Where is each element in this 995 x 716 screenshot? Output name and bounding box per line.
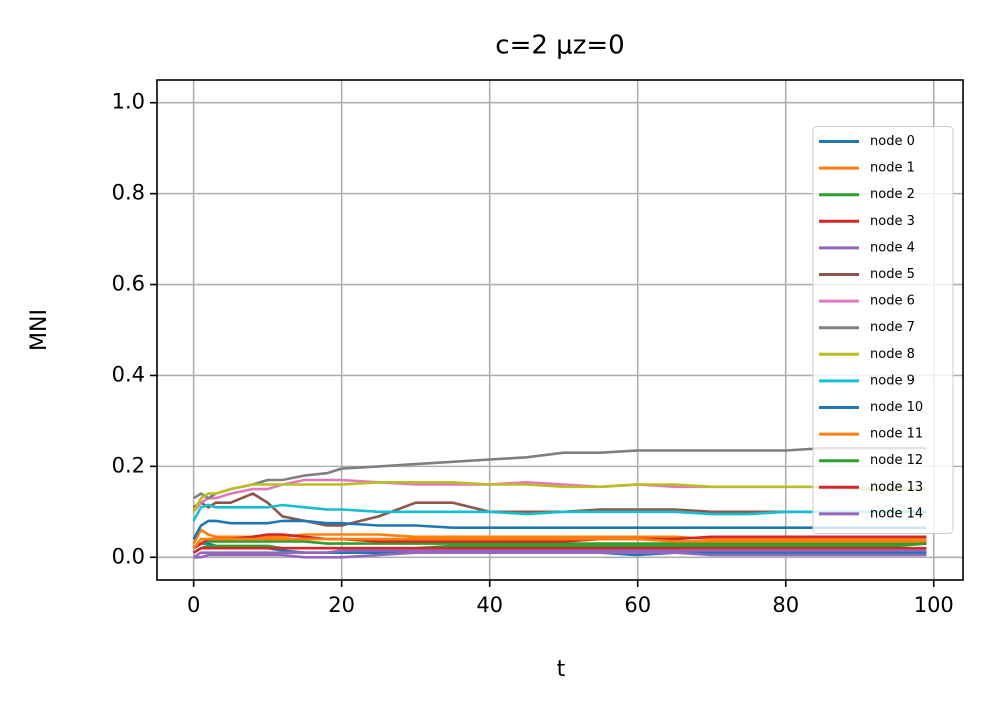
legend-label: node 12	[870, 453, 923, 468]
legend-box	[812, 126, 954, 534]
line-series	[192, 546, 927, 554]
legend-label: node 2	[870, 187, 915, 202]
legend-label: node 10	[870, 400, 923, 415]
legend-label: node 1	[870, 161, 915, 176]
legend-label: node 6	[870, 294, 915, 309]
plot-lines	[192, 446, 927, 559]
y-tick-label: 1.0	[112, 90, 145, 114]
x-tick-label: 100	[914, 593, 954, 617]
x-tick-label: 0	[187, 593, 200, 617]
legend-label: node 7	[870, 320, 915, 335]
legend-label: node 0	[870, 134, 915, 149]
chart-title: c=2 μz=0	[495, 31, 624, 61]
x-tick-label: 60	[624, 593, 651, 617]
line-series	[192, 542, 927, 554]
legend-label: node 14	[870, 506, 923, 521]
y-tick-label: 0.8	[112, 181, 145, 205]
x-tick-label: 80	[772, 593, 799, 617]
line-series	[192, 503, 927, 522]
line-series	[193, 551, 927, 559]
y-tick-label: 0.6	[112, 272, 145, 296]
line-series	[192, 481, 927, 513]
line-series	[192, 549, 927, 559]
x-tick-label: 40	[476, 593, 503, 617]
y-tick-label: 0.2	[112, 453, 145, 477]
y-tick-label: 0.0	[112, 544, 145, 568]
legend-label: node 13	[870, 480, 923, 495]
line-series	[192, 519, 927, 540]
legend-label: node 8	[870, 347, 915, 362]
line-series	[192, 537, 927, 550]
legend-label: node 11	[870, 427, 923, 442]
plot-frame	[156, 79, 964, 581]
legend-label: node 3	[870, 214, 915, 229]
x-tick-label: 20	[328, 593, 355, 617]
y-tick-label: 0.4	[112, 362, 145, 386]
legend-label: node 9	[870, 373, 915, 388]
line-series	[192, 540, 927, 550]
legend-label: node 4	[870, 240, 915, 255]
legend-label: node 5	[870, 267, 915, 282]
x-axis-label: t	[557, 657, 566, 682]
line-series	[192, 528, 927, 545]
y-axis-label: MNI	[27, 309, 52, 351]
